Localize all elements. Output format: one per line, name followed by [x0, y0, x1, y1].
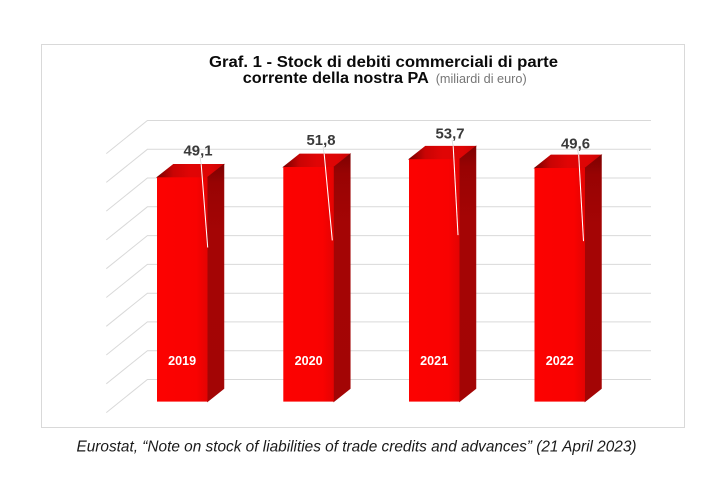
svg-text:Graf. 1 - Stock di debiti comm: Graf. 1 - Stock di debiti commerciali di… [209, 54, 558, 71]
svg-text:2019: 2019 [168, 354, 196, 368]
svg-text:2020: 2020 [295, 354, 323, 368]
svg-text:49,1: 49,1 [184, 144, 213, 160]
svg-text:2021: 2021 [420, 354, 448, 368]
svg-text:2022: 2022 [546, 354, 574, 368]
svg-text:49,6: 49,6 [561, 137, 590, 153]
svg-text:Eurostat, “Note on stock of li: Eurostat, “Note on stock of liabilities … [77, 439, 637, 456]
svg-text:(miliardi di euro): (miliardi di euro) [436, 71, 527, 86]
svg-text:51,8: 51,8 [307, 133, 336, 149]
svg-text:corrente della nostra PA: corrente della nostra PA [243, 70, 429, 87]
svg-text:53,7: 53,7 [436, 127, 465, 143]
